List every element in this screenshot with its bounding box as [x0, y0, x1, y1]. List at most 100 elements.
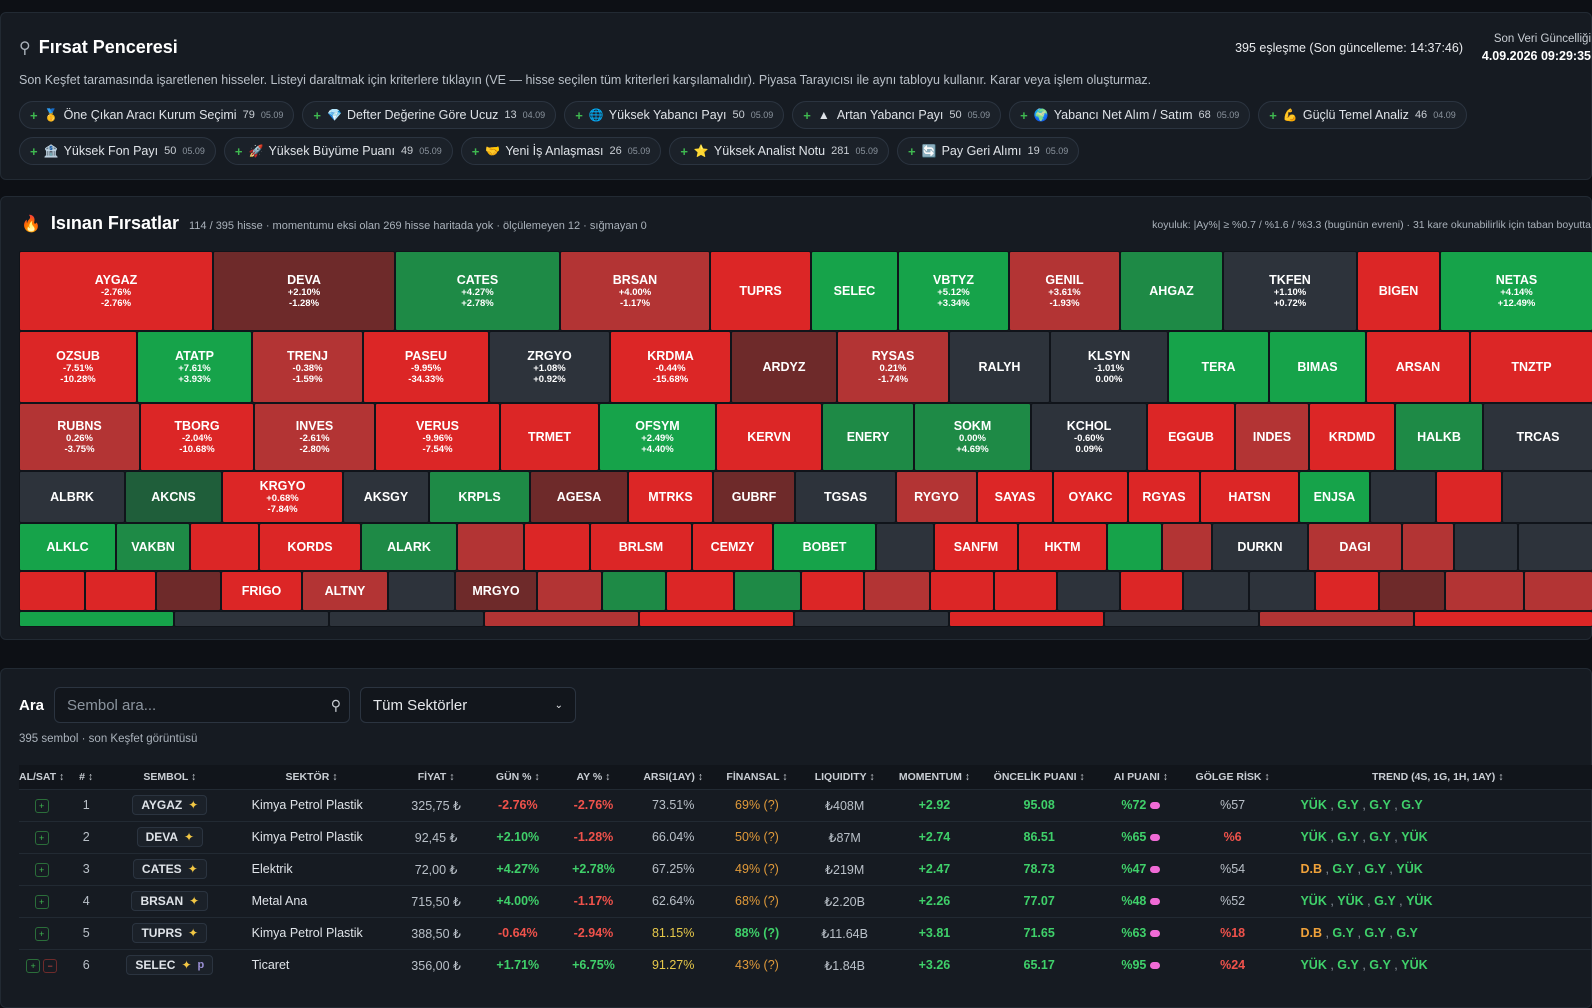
heatmap-tile[interactable]	[930, 571, 994, 611]
column-header[interactable]: GÖLGE RİSK ↕	[1195, 770, 1270, 783]
heatmap-tile-altny[interactable]: ALTNY	[302, 571, 388, 611]
table-row[interactable]: +5 TUPRS ✦ Kimya Petrol Plastik 388,50 ₺ -0.6…	[19, 917, 1592, 949]
symbol-badge[interactable]: CATES ✦	[132, 859, 207, 879]
heatmap-tile-tkfen[interactable]: TKFEN +1.10% +0.72%	[1223, 251, 1357, 331]
sell-checkbox[interactable]: −	[43, 958, 58, 973]
heatmap-tile-albrk[interactable]: ALBRK	[19, 471, 125, 523]
heatmap-tile-agesa[interactable]: AGESA	[530, 471, 628, 523]
heatmap-tile-mtrks[interactable]: MTRKS	[628, 471, 713, 523]
heatmap-tile-bigen[interactable]: BIGEN	[1357, 251, 1440, 331]
heatmap-tile-rgyas[interactable]: RGYAS	[1128, 471, 1200, 523]
criteria-chip[interactable]: + 🔄 Pay Geri Alımı 19 05.09	[896, 137, 1080, 165]
heatmap-tile-gubrf[interactable]: GUBRF	[713, 471, 795, 523]
column-header[interactable]: SEMBOL ↕	[143, 770, 197, 783]
heatmap-tile[interactable]	[1445, 571, 1524, 611]
column-header[interactable]: FİYAT ↕	[417, 770, 455, 783]
column-header[interactable]: # ↕	[79, 770, 94, 783]
heatmap-tile-arsan[interactable]: ARSAN	[1366, 331, 1470, 403]
heatmap-tile-mrgyo[interactable]: MRGYO	[455, 571, 537, 611]
heatmap-tile-hktm[interactable]: HKTM	[1018, 523, 1107, 571]
criteria-chip[interactable]: + 🚀 Yüksek Büyüme Puanı 49 05.09	[223, 137, 453, 165]
heatmap-tile-kords[interactable]: KORDS	[259, 523, 361, 571]
symbol-badge[interactable]: SELEC ✦ p	[126, 955, 214, 976]
heatmap-tile-vakbn[interactable]: VAKBN	[116, 523, 190, 571]
heatmap-tile-sanfm[interactable]: SANFM	[934, 523, 1018, 571]
heatmap-tile-vbtyz[interactable]: VBTYZ +5.12% +3.34%	[898, 251, 1009, 331]
heatmap-tile-brsan[interactable]: BRSAN +4.00% -1.17%	[560, 251, 710, 331]
heatmap-tile[interactable]	[1259, 611, 1414, 627]
column-header[interactable]: AL/SAT ↕	[19, 770, 65, 783]
heatmap-tile[interactable]	[1518, 523, 1592, 571]
heatmap-tile-ahgaz[interactable]: AHGAZ	[1120, 251, 1223, 331]
heatmap-tile-ofsym[interactable]: OFSYM +2.49% +4.40%	[599, 403, 716, 471]
heatmap-tile[interactable]	[1104, 611, 1259, 627]
symbol-badge[interactable]: BRSAN ✦	[131, 891, 209, 911]
heatmap-tile-durkn[interactable]: DURKN	[1212, 523, 1308, 571]
heatmap-tile-atatp[interactable]: ATATP +7.61% +3.93%	[137, 331, 252, 403]
heatmap-tile[interactable]	[1057, 571, 1120, 611]
heatmap-tile-ardyz[interactable]: ARDYZ	[731, 331, 837, 403]
heatmap-tile-trmet[interactable]: TRMET	[500, 403, 599, 471]
heatmap-tile[interactable]	[1454, 523, 1518, 571]
table-row[interactable]: +2 DEVA ✦ Kimya Petrol Plastik 92,45 ₺ +2.10%…	[19, 821, 1592, 853]
buy-checkbox[interactable]: +	[34, 862, 49, 877]
buy-checkbox[interactable]: +	[26, 958, 41, 973]
criteria-chip[interactable]: + 🤝 Yeni İş Anlaşması 26 05.09	[460, 137, 662, 165]
symbol-badge[interactable]: AYGAZ ✦	[132, 795, 208, 815]
criteria-chip[interactable]: + 💎 Defter Değerine Göre Ucuz 13 04.09	[302, 101, 557, 129]
heatmap-tile-tnztp[interactable]: TNZTP	[1470, 331, 1592, 403]
column-header[interactable]: GÜN % ↕	[495, 770, 540, 783]
search-icon[interactable]: ⚲	[330, 697, 342, 713]
heatmap-tile[interactable]	[1107, 523, 1162, 571]
criteria-chip[interactable]: + 💪 Güçlü Temel Analiz 46 04.09	[1258, 101, 1467, 129]
criteria-chip[interactable]: + ⭐ Yüksek Analist Notu 281 05.09	[669, 137, 889, 165]
heatmap-tile-bimas[interactable]: BIMAS	[1269, 331, 1366, 403]
heatmap-tile-eggub[interactable]: EGGUB	[1147, 403, 1235, 471]
heatmap-tile-verus[interactable]: VERUS -9.96% -7.54%	[375, 403, 500, 471]
heatmap-tile[interactable]	[1162, 523, 1212, 571]
heatmap-tile[interactable]	[734, 571, 801, 611]
heatmap-tile[interactable]	[190, 523, 259, 571]
heatmap-tile-indes[interactable]: INDES	[1235, 403, 1309, 471]
heatmap-tile-rygyo[interactable]: RYGYO	[896, 471, 977, 523]
column-header[interactable]: SEKTÖR ↕	[285, 770, 338, 783]
heatmap-tile-paseu[interactable]: PASEU -9.95% -34.33%	[363, 331, 489, 403]
heatmap-tile[interactable]	[602, 571, 666, 611]
buy-checkbox[interactable]: +	[34, 894, 49, 909]
heatmap-tile-zrgyo[interactable]: ZRGYO +1.08% +0.92%	[489, 331, 610, 403]
heatmap-tile-kervn[interactable]: KERVN	[716, 403, 822, 471]
table-row[interactable]: + − 6 SELEC ✦ p Ticaret 356,00 ₺ +1.71% +6.75% 91.…	[19, 949, 1592, 981]
heatmap-tile-rysas[interactable]: RYSAS 0.21% -1.74%	[837, 331, 949, 403]
criteria-chip[interactable]: + 🌐 Yüksek Yabancı Payı 50 05.09	[564, 101, 785, 129]
heatmap-tile-deva[interactable]: DEVA +2.10% -1.28%	[213, 251, 395, 331]
column-header[interactable]: ARSI(1AY) ↕	[643, 770, 704, 783]
heatmap-tile-sokm[interactable]: SOKM 0.00% +4.69%	[914, 403, 1031, 471]
buy-checkbox[interactable]: +	[34, 830, 49, 845]
heatmap-tile-krpls[interactable]: KRPLS	[429, 471, 530, 523]
heatmap-tile-brlsm[interactable]: BRLSM	[590, 523, 692, 571]
heatmap-tile[interactable]	[794, 611, 949, 627]
heatmap-tile[interactable]	[174, 611, 329, 627]
heatmap-tile[interactable]	[156, 571, 221, 611]
symbol-badge[interactable]: TUPRS ✦	[132, 923, 208, 943]
heatmap-tile[interactable]	[1120, 571, 1183, 611]
heatmap-tile-tborg[interactable]: TBORG -2.04% -10.68%	[140, 403, 254, 471]
heatmap-tile[interactable]	[19, 611, 174, 627]
heatmap-tile[interactable]	[801, 571, 864, 611]
heatmap-tile-dagi[interactable]: DAGI	[1308, 523, 1402, 571]
heatmap-tile-netas[interactable]: NETAS +4.14% +12.49%	[1440, 251, 1592, 331]
column-header[interactable]: TREND (4S, 1G, 1H, 1AY) ↕	[1371, 770, 1504, 783]
heatmap-tile[interactable]	[1502, 471, 1592, 523]
heatmap-tile-trcas[interactable]: TRCAS	[1483, 403, 1592, 471]
heatmap-tile[interactable]	[537, 571, 602, 611]
heatmap-tile-tera[interactable]: TERA	[1168, 331, 1269, 403]
heatmap-tile-klsyn[interactable]: KLSYN -1.01% 0.00%	[1050, 331, 1168, 403]
heatmap-tile-oyakc[interactable]: OYAKC	[1053, 471, 1128, 523]
heatmap-tile-alark[interactable]: ALARK	[361, 523, 457, 571]
heatmap-tile-ozsub[interactable]: OZSUB -7.51% -10.28%	[19, 331, 137, 403]
heatmap-tile-krdma[interactable]: KRDMA -0.44% -15.68%	[610, 331, 731, 403]
heatmap-tile[interactable]	[1249, 571, 1315, 611]
heatmap-tile-aksgy[interactable]: AKSGY	[343, 471, 429, 523]
heatmap-tile[interactable]	[1315, 571, 1379, 611]
heatmap-tile-hatsn[interactable]: HATSN	[1200, 471, 1299, 523]
